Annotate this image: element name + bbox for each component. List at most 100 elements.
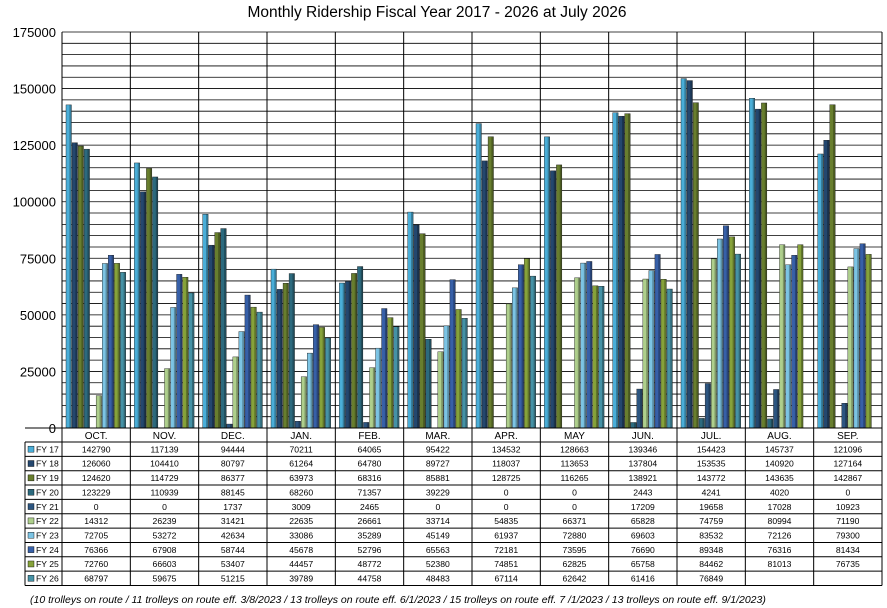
bar [749,98,755,429]
bar [773,389,780,429]
bar [413,224,420,429]
bar [214,232,221,429]
bar [71,142,78,429]
bar [256,311,263,429]
x-category-label: JUN. [632,431,654,442]
table-cell-value: 142790 [82,444,111,454]
bar [779,244,786,429]
bar [475,123,482,429]
table-cell-value: 134532 [492,444,521,454]
bar [544,136,550,429]
table-cell-value: 17028 [768,502,792,512]
bar [512,287,518,429]
table-cell-value: 0 [572,502,577,512]
table-cell-value: 114729 [150,473,178,483]
table-cell-value: 61264 [289,459,313,469]
table-cell-value: 52380 [426,559,450,569]
table-cell-value: 72880 [563,530,587,540]
table-cell-value: 45678 [289,545,313,555]
series-name: FY 25 [36,559,59,569]
bar [612,112,619,429]
bar [164,368,171,429]
bar [443,325,450,429]
bar [660,278,667,429]
bar [140,191,147,429]
bar [232,356,239,429]
table-cell-value: 83532 [699,530,723,540]
bar [455,309,462,429]
table-cell-value: 143635 [765,473,794,483]
table-cell-value: 76366 [84,545,108,555]
table-cell-value: 154423 [697,444,726,454]
table-cell-value: 48483 [426,574,450,584]
bar [524,258,530,429]
table-cell-value: 76690 [631,545,655,555]
bar [300,376,307,429]
bar [152,176,159,429]
legend-swatch [27,460,35,467]
bar [170,307,177,429]
table-cell-value: 0 [572,487,577,497]
bar [250,306,257,429]
table-cell-value: 67114 [495,574,518,584]
table-cell-value: 137804 [628,459,657,469]
series-name: FY 19 [36,473,59,483]
table-cell-value: 62642 [563,574,587,584]
table-cell-value: 61416 [631,574,655,584]
bar [666,288,673,429]
x-category-label: FEB. [358,431,380,442]
table-cell-value: 64065 [358,444,382,454]
table-cell-value: 68797 [84,574,108,584]
bar [393,326,400,429]
x-category-label: APR. [494,431,517,442]
table-cell-value: 110939 [150,487,178,497]
bar [387,317,394,429]
bar [437,351,444,429]
table-cell-value: 139346 [628,444,657,454]
table-cell-value: 70211 [290,444,313,454]
table-cell-value: 2465 [360,502,379,512]
table-cell-value: 128725 [492,473,521,483]
table-cell-value: 86377 [221,473,245,483]
legend-swatch [27,532,35,539]
bar [654,254,661,429]
table-cell-value: 140920 [765,459,794,469]
bar [505,303,512,429]
bar [761,102,768,429]
bar [853,248,860,429]
legend-swatch [27,546,35,553]
table-cell-value: 26239 [153,516,177,526]
table-cell-value: 76316 [768,545,792,555]
x-category-label: SEP. [837,431,859,442]
bar [220,228,227,429]
table-cell-value: 2443 [633,487,652,497]
bar [755,108,761,429]
bar [791,255,798,429]
bar [785,264,792,429]
bar [325,337,331,429]
table-cell-value: 14312 [84,516,108,526]
table-cell-value: 142867 [833,473,862,483]
table-cell-value: 74759 [699,516,723,526]
bar [859,243,866,429]
bar [461,318,468,429]
bar [847,266,854,429]
table-cell-value: 48772 [358,559,382,569]
table-cell-value: 117139 [150,444,178,454]
series-name: FY 18 [36,459,59,469]
x-category-label: JUL. [701,431,722,442]
table-cell-value: 89727 [426,459,450,469]
bar [580,262,587,429]
legend-swatch [27,474,35,482]
table-cell-value: 128663 [560,444,589,454]
legend-swatch [27,445,35,453]
bar [630,422,637,429]
table-cell-value: 31421 [221,516,245,526]
bar [419,233,426,429]
bar [238,331,245,429]
table-cell-value: 53272 [153,530,177,540]
bar [698,418,705,429]
table-cell-value: 72705 [84,530,108,540]
bar [288,273,295,429]
table-cell-value: 19658 [699,502,723,512]
